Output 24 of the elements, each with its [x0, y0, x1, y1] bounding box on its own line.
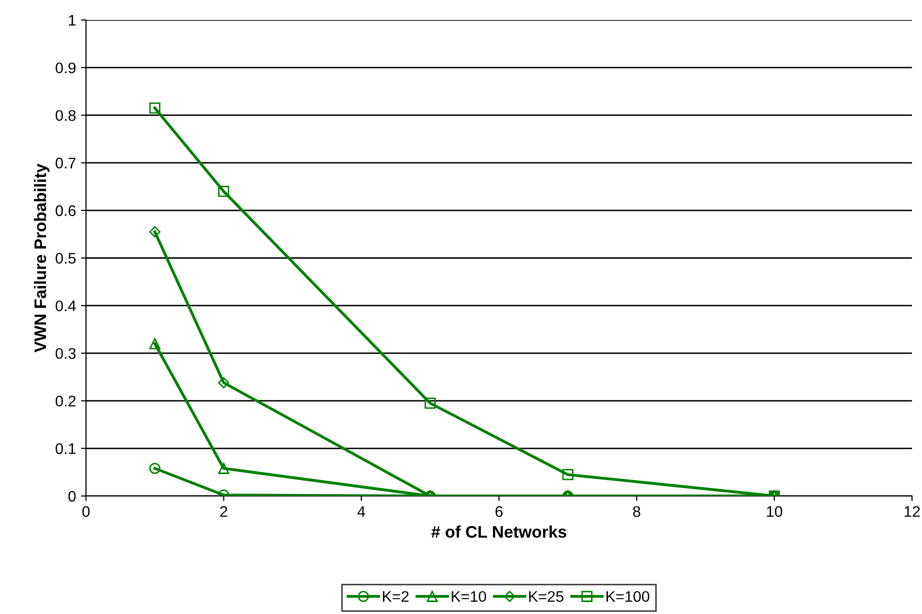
legend-label: K=25 — [529, 591, 564, 602]
x-tick-label: 4 — [357, 506, 366, 517]
y-tick-label: 0.2 — [56, 396, 76, 406]
x-tick-label: 8 — [633, 506, 640, 517]
y-axis-title: VWN Failure Probability — [34, 164, 50, 352]
y-tick-label: 0.4 — [56, 300, 76, 312]
y-tick-label: 0.7 — [56, 158, 76, 168]
y-tick-label: 1 — [68, 15, 76, 26]
x-tick-label: 2 — [220, 506, 228, 517]
legend-label: K=100 — [606, 591, 650, 602]
y-tick-label: 0.8 — [56, 110, 76, 121]
y-tick-label: 0.6 — [56, 205, 76, 216]
y-tick-label: 0.3 — [56, 348, 76, 359]
x-tick-label: 0 — [82, 506, 90, 517]
y-tick-label: 0.1 — [56, 443, 76, 454]
x-tick-label: 12 — [904, 506, 920, 517]
x-tick-label: 10 — [767, 506, 782, 517]
x-tick-label: 6 — [496, 506, 503, 517]
y-tick-label: 0.5 — [56, 252, 76, 264]
x-axis-title: # of CL Networks — [431, 526, 566, 538]
y-tick-label: 0 — [68, 490, 76, 502]
legend-label: K=10 — [452, 591, 486, 602]
y-tick-label: 0.9 — [56, 62, 76, 74]
legend-label: K=2 — [382, 591, 409, 602]
